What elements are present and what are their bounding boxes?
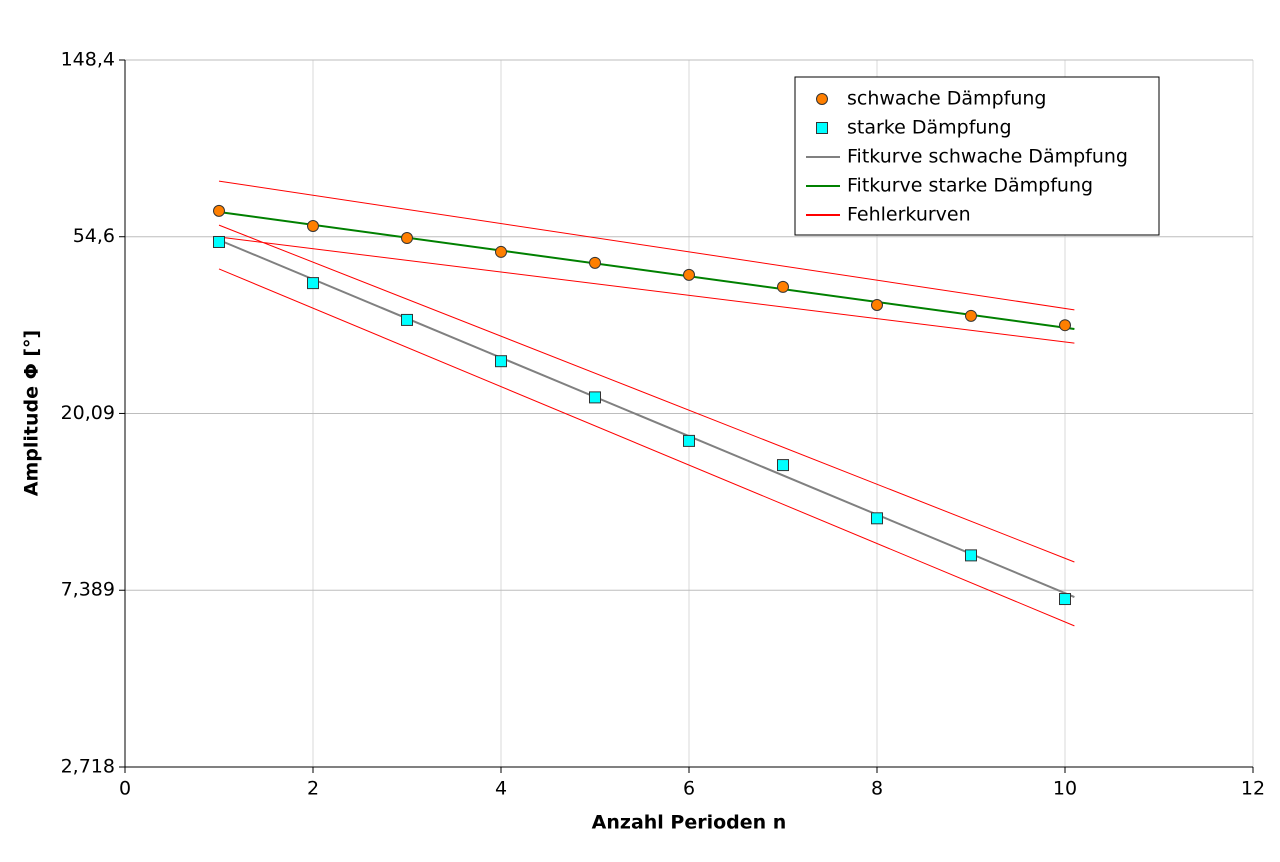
- marker: [213, 235, 225, 248]
- y-tick-label: 20,09: [61, 402, 115, 424]
- x-tick-label: 0: [119, 778, 131, 800]
- legend-marker: [816, 93, 828, 105]
- legend-label: starke Dämpfung: [847, 117, 1012, 139]
- marker: [777, 459, 789, 472]
- marker: [1059, 593, 1071, 606]
- marker: [307, 220, 319, 233]
- marker: [589, 391, 601, 404]
- marker: [589, 256, 601, 269]
- legend-label: Fitkurve starke Dämpfung: [847, 175, 1093, 197]
- marker: [495, 355, 507, 368]
- marker: [871, 299, 883, 312]
- x-tick-label: 2: [307, 778, 319, 800]
- marker: [777, 280, 789, 293]
- line: [218, 180, 1075, 627]
- marker: [401, 313, 413, 326]
- line: [218, 239, 1075, 598]
- marker: [307, 277, 319, 290]
- marker: [683, 268, 695, 281]
- marker: [401, 232, 413, 245]
- y-tick-label: 148,4: [61, 49, 115, 71]
- y-axis-label: Amplitude Φ [°]: [21, 330, 43, 496]
- marker: [1059, 319, 1071, 332]
- marker: [683, 434, 695, 447]
- y-tick-label: 54,6: [73, 225, 115, 247]
- x-tick-label: 4: [495, 778, 507, 800]
- legend-box: [794, 76, 1160, 236]
- x-tick-label: 8: [871, 778, 883, 800]
- legend-marker: [816, 122, 828, 134]
- x-tick-label: 10: [1053, 778, 1077, 800]
- legend-label: schwache Dämpfung: [847, 88, 1046, 110]
- x-axis-label: Anzahl Perioden n: [592, 812, 787, 834]
- x-tick-label: 6: [683, 778, 695, 800]
- marker: [495, 245, 507, 258]
- y-tick-label: 2,718: [61, 756, 115, 778]
- x-tick-label: 12: [1241, 778, 1265, 800]
- y-tick-label: 7,389: [61, 579, 115, 601]
- legend-label: Fehlerkurven: [847, 204, 971, 226]
- marker: [965, 549, 977, 562]
- marker: [213, 204, 225, 217]
- marker: [871, 512, 883, 525]
- line: [218, 211, 1075, 330]
- marker: [965, 309, 977, 322]
- legend-label: Fitkurve schwache Dämpfung: [847, 146, 1128, 168]
